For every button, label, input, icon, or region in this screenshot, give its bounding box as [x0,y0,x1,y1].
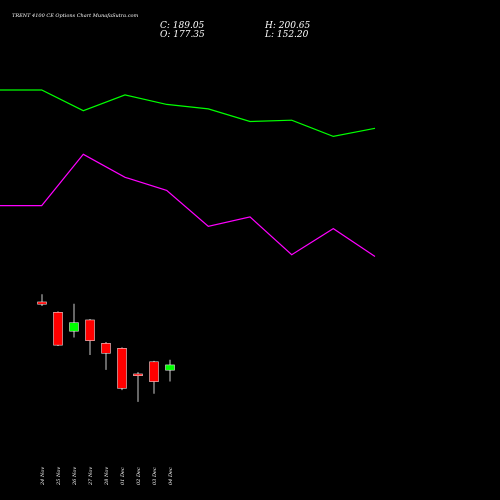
x-tick-label: 27 Nov [88,467,94,486]
candle-body [165,364,175,371]
x-tick-label: 02 Dec [136,467,142,485]
candle [69,303,79,338]
candles [37,294,175,402]
candle-body [149,361,159,382]
candle-body [85,319,95,341]
candle-body [117,348,127,389]
open-value: O: 177.35 [160,30,205,40]
candle [85,319,95,356]
x-tick-label: 28 Nov [104,467,110,486]
high-value: H: 200.65 [264,21,311,31]
candle-body [101,343,111,354]
x-tick-label: 03 Dec [152,467,158,485]
candle [149,360,159,394]
candle [133,372,143,402]
x-tick-label: 25 Nov [56,467,62,486]
candle [117,347,127,391]
overlay-lines [0,89,376,257]
candle-body [37,301,47,305]
x-tick-label: 01 Dec [120,467,126,485]
candle-body [69,322,79,332]
candle [53,311,63,347]
candle-body [133,373,143,377]
low-value: L: 152.20 [264,30,309,40]
overlay-line-1 [0,89,376,138]
candle [165,359,175,382]
candle-body [53,312,63,346]
x-tick-label: 24 Nov [40,467,46,486]
chart-title: TRENT 4100 CE Options Chart MunafaSutra.… [12,13,139,19]
candle [37,294,47,306]
x-axis-ticks: 24 Nov 25 Nov 26 Nov 27 Nov 28 Nov 01 Dec 02 D… [40,467,174,486]
candle [101,342,111,370]
x-tick-label: 04 Dec [168,467,174,485]
overlay-line-2 [0,153,376,257]
close-value: C: 189.05 [160,21,205,31]
x-tick-label: 26 Nov [72,467,78,486]
